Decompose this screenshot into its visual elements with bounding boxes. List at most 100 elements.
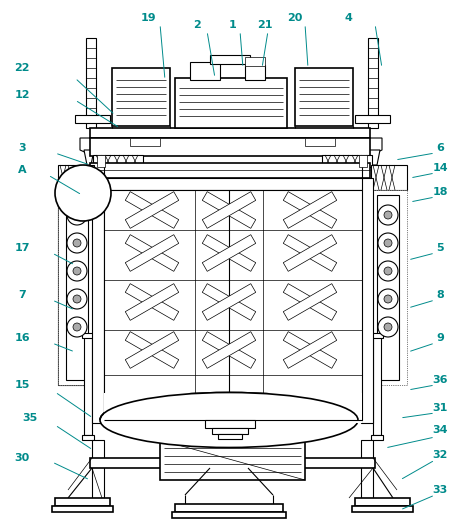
- Polygon shape: [283, 332, 337, 369]
- Polygon shape: [125, 284, 179, 320]
- Circle shape: [73, 295, 81, 303]
- Circle shape: [384, 295, 392, 303]
- Bar: [205, 420, 255, 428]
- Bar: [104, 178, 362, 190]
- Circle shape: [384, 211, 392, 219]
- Circle shape: [73, 267, 81, 275]
- Bar: [112, 68, 170, 126]
- Bar: [82, 333, 94, 338]
- Circle shape: [73, 211, 81, 219]
- Polygon shape: [202, 284, 256, 320]
- Polygon shape: [283, 284, 337, 320]
- Text: 3: 3: [18, 143, 26, 153]
- Circle shape: [67, 205, 87, 225]
- Bar: [355, 498, 410, 506]
- Circle shape: [384, 267, 392, 275]
- Polygon shape: [202, 234, 256, 271]
- Text: 20: 20: [287, 13, 302, 23]
- Circle shape: [67, 233, 87, 253]
- Circle shape: [378, 317, 398, 337]
- Bar: [295, 68, 353, 126]
- Bar: [92, 440, 104, 498]
- Text: 17: 17: [14, 243, 30, 253]
- Bar: [359, 155, 367, 167]
- Bar: [58, 190, 92, 385]
- Bar: [175, 78, 287, 128]
- Polygon shape: [80, 138, 98, 158]
- Bar: [104, 393, 362, 423]
- Bar: [172, 512, 286, 518]
- Circle shape: [378, 233, 398, 253]
- Bar: [355, 115, 390, 123]
- Polygon shape: [283, 332, 337, 369]
- Circle shape: [378, 289, 398, 309]
- Bar: [90, 163, 370, 178]
- Polygon shape: [125, 192, 179, 228]
- Polygon shape: [202, 192, 256, 228]
- Bar: [305, 138, 335, 146]
- Bar: [58, 165, 94, 190]
- Polygon shape: [84, 150, 94, 165]
- Circle shape: [384, 239, 392, 247]
- Text: 1: 1: [229, 20, 237, 30]
- Text: 32: 32: [432, 450, 448, 460]
- Bar: [212, 428, 248, 434]
- Text: 19: 19: [140, 13, 156, 23]
- Bar: [210, 55, 250, 64]
- Bar: [377, 195, 399, 380]
- Text: 33: 33: [432, 485, 448, 495]
- Bar: [130, 138, 160, 146]
- Bar: [58, 190, 92, 385]
- Text: 18: 18: [432, 187, 448, 197]
- Polygon shape: [202, 284, 256, 320]
- Circle shape: [67, 261, 87, 281]
- Text: 35: 35: [22, 413, 38, 423]
- Text: 2: 2: [193, 20, 201, 30]
- Circle shape: [378, 205, 398, 225]
- Ellipse shape: [100, 392, 358, 448]
- Polygon shape: [202, 234, 256, 271]
- Polygon shape: [125, 192, 179, 228]
- Circle shape: [384, 323, 392, 331]
- Bar: [90, 458, 375, 468]
- Circle shape: [73, 239, 81, 247]
- Text: 6: 6: [436, 143, 444, 153]
- Text: 34: 34: [432, 425, 448, 435]
- Bar: [361, 440, 373, 498]
- Bar: [86, 38, 96, 128]
- Bar: [90, 138, 370, 156]
- Bar: [92, 178, 104, 423]
- Bar: [198, 432, 266, 442]
- Polygon shape: [125, 284, 179, 320]
- Circle shape: [55, 165, 111, 221]
- Polygon shape: [283, 192, 337, 228]
- Bar: [93, 155, 143, 167]
- Polygon shape: [125, 332, 179, 369]
- Bar: [361, 178, 373, 423]
- Polygon shape: [367, 150, 380, 165]
- Polygon shape: [283, 234, 337, 271]
- Text: 12: 12: [14, 90, 30, 100]
- Polygon shape: [283, 284, 337, 320]
- Text: 36: 36: [432, 375, 448, 385]
- Text: 21: 21: [257, 20, 273, 30]
- Bar: [82, 435, 94, 440]
- Bar: [75, 193, 81, 198]
- Polygon shape: [283, 234, 337, 271]
- Text: 7: 7: [18, 290, 26, 300]
- Bar: [371, 435, 383, 440]
- Text: 31: 31: [432, 403, 448, 413]
- Bar: [322, 155, 372, 167]
- Bar: [97, 155, 105, 167]
- Bar: [373, 190, 407, 385]
- Text: A: A: [18, 165, 26, 175]
- Bar: [175, 504, 283, 512]
- Bar: [55, 498, 110, 506]
- Bar: [371, 333, 383, 338]
- Bar: [218, 434, 242, 439]
- Polygon shape: [125, 234, 179, 271]
- Polygon shape: [202, 332, 256, 369]
- Bar: [368, 38, 378, 128]
- Text: 4: 4: [344, 13, 352, 23]
- Text: 8: 8: [436, 290, 444, 300]
